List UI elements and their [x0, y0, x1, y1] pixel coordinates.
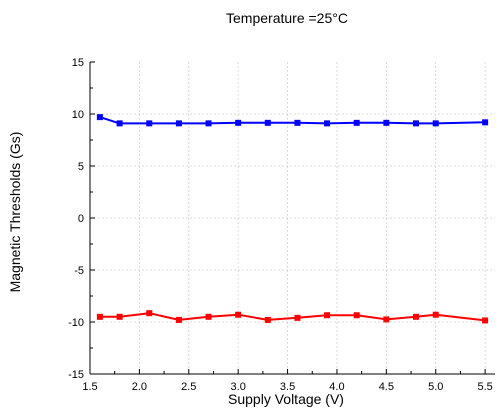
series-line: [99, 312, 486, 322]
x-tick-label: 4.0: [329, 381, 344, 393]
x-tick-label: 2.5: [181, 381, 196, 393]
data-point: [353, 312, 360, 319]
data-point: [412, 313, 419, 320]
series-1: [96, 310, 489, 324]
data-point: [96, 313, 103, 320]
y-tick-label: 15: [72, 57, 84, 69]
data-point: [116, 120, 123, 127]
data-point: [175, 120, 182, 127]
chart-title: Temperature =25°C: [226, 10, 348, 26]
x-axis-label: Supply Voltage (V): [228, 391, 344, 407]
x-tick-label: 3.0: [231, 381, 246, 393]
x-tick-label: 5.5: [477, 381, 492, 393]
data-point: [205, 313, 212, 320]
data-point: [482, 119, 489, 126]
data-point: [482, 317, 489, 324]
data-point: [235, 311, 242, 318]
data-point: [432, 120, 439, 127]
data-point: [353, 119, 360, 126]
data-point: [412, 120, 419, 127]
x-tick-label: 2.0: [132, 381, 147, 393]
data-point: [324, 120, 331, 127]
data-point: [432, 311, 439, 318]
data-point: [383, 119, 390, 126]
x-tick-labels: 1.5 2.0 2.5 3.0 3.5 4.0 4.5 5.0 5.5: [82, 381, 492, 393]
y-tick-label: 0: [78, 213, 84, 225]
series-line: [99, 116, 486, 125]
y-tick-label: 5: [78, 161, 84, 173]
data-point: [146, 310, 153, 317]
data-point: [146, 120, 153, 127]
y-tick-labels: 15 10 5 0 -5 -10 -15: [68, 57, 84, 381]
y-tick-label: 10: [72, 109, 84, 121]
x-tick-label: 1.5: [82, 381, 97, 393]
y-tick-label: -15: [68, 369, 84, 381]
y-axis-label: Magnetic Thresholds (Gs): [7, 132, 23, 293]
data-point: [205, 120, 212, 127]
data-point: [294, 119, 301, 126]
x-tick-label: 4.5: [379, 381, 394, 393]
data-point: [324, 312, 331, 319]
grid: [90, 62, 495, 374]
x-tick-label: 5.0: [428, 381, 443, 393]
data-point: [96, 114, 103, 121]
data-point: [264, 316, 271, 323]
data-point: [383, 316, 390, 323]
x-tick-label: 3.5: [280, 381, 295, 393]
y-tick-label: -5: [74, 265, 84, 277]
data-point: [116, 313, 123, 320]
series-0: [96, 114, 489, 127]
data-point: [264, 119, 271, 126]
data-point: [235, 119, 242, 126]
series: [96, 114, 489, 324]
axes: [89, 61, 495, 375]
data-point: [294, 314, 301, 321]
data-point: [175, 316, 182, 323]
y-tick-label: -10: [68, 317, 84, 329]
